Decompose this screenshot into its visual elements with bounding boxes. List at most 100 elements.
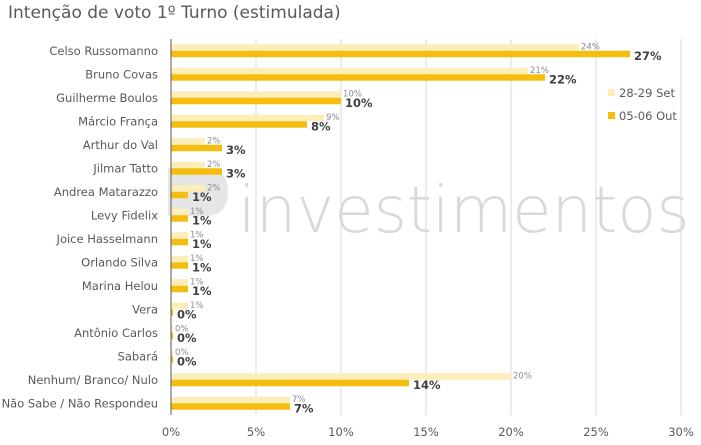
series-05-06-out: 27%22%10%8%3%3%1%1%1%1%1%0%0%0%14%7%	[171, 49, 662, 415]
chart-title: Intenção de voto 1º Turno (estimulada)	[8, 3, 341, 23]
x-tick-label: 10%	[328, 425, 354, 439]
x-axis-ticks: 0% 5% 10% 15% 20% 25% 30%	[162, 425, 694, 439]
data-label-05-06-out: 0%	[177, 307, 197, 321]
data-label-28-29-set: 2%	[207, 136, 221, 146]
data-label-28-29-set: 21%	[530, 66, 549, 76]
bar-05-06-out	[171, 356, 173, 363]
x-tick-label: 0%	[162, 425, 180, 439]
bar-28-29-set	[171, 208, 188, 216]
data-label-28-29-set: 0%	[175, 324, 189, 334]
data-label-05-06-out: 0%	[177, 354, 197, 368]
data-label-28-29-set: 2%	[207, 160, 221, 170]
bar-05-06-out	[171, 309, 173, 316]
category-label: Márcio França	[78, 114, 158, 128]
legend: 28-29 Set 05-06 Out	[608, 86, 677, 123]
bar-28-29-set	[171, 396, 290, 404]
bar-28-29-set	[171, 138, 205, 145]
bar-28-29-set	[171, 91, 341, 98]
bar-05-06-out	[171, 285, 188, 293]
data-label-05-06-out: 3%	[226, 143, 246, 157]
legend-label-05-06-out: 05-06 Out	[619, 109, 677, 123]
data-label-05-06-out: 1%	[192, 190, 212, 204]
category-label: Joice Hasselmann	[56, 232, 158, 246]
watermark-text: investimentos	[238, 174, 690, 248]
x-tick-label: 20%	[498, 425, 524, 439]
category-label: Orlando Silva	[81, 255, 158, 269]
data-label-28-29-set: 1%	[190, 207, 204, 217]
data-label-05-06-out: 10%	[345, 96, 373, 110]
bar-05-06-out	[171, 238, 188, 246]
bar-28-29-set	[171, 161, 205, 169]
bar-28-29-set	[171, 302, 188, 310]
category-label: Nenhum/ Branco/ Nulo	[28, 373, 158, 387]
category-label: Celso Russomanno	[49, 44, 158, 58]
data-label-05-06-out: 14%	[413, 378, 441, 392]
data-label-28-29-set: 1%	[190, 254, 204, 264]
x-tick-label: 15%	[413, 425, 439, 439]
bar-05-06-out	[171, 403, 290, 410]
legend-swatch-05-06-out	[608, 112, 615, 119]
legend-label-28-29-set: 28-29 Set	[619, 86, 675, 100]
data-label-05-06-out: 22%	[549, 72, 577, 86]
category-label: Marina Helou	[82, 279, 158, 293]
data-label-05-06-out: 1%	[192, 237, 212, 251]
data-label-05-06-out: 1%	[192, 213, 212, 227]
bar-05-06-out	[171, 262, 188, 269]
data-label-28-29-set: 1%	[190, 230, 204, 240]
x-tick-label: 5%	[247, 425, 265, 439]
category-label: Jilmar Tatto	[92, 161, 158, 175]
data-label-28-29-set: 7%	[292, 395, 306, 405]
bar-28-29-set	[171, 232, 188, 239]
data-label-28-29-set: 2%	[207, 183, 221, 193]
x-tick-label: 30%	[668, 425, 694, 439]
bar-28-29-set	[171, 373, 511, 380]
data-label-05-06-out: 3%	[226, 166, 246, 180]
data-label-05-06-out: 7%	[294, 401, 314, 415]
bar-05-06-out	[171, 379, 409, 387]
data-label-28-29-set: 1%	[190, 277, 204, 287]
data-label-28-29-set: 9%	[326, 113, 340, 123]
bar-05-06-out	[171, 168, 222, 175]
watermark-logo-mark	[168, 168, 228, 216]
bar-05-06-out	[171, 215, 188, 222]
category-label: Guilherme Boulos	[56, 91, 158, 105]
data-label-05-06-out: 0%	[177, 331, 197, 345]
bar-28-29-set	[171, 279, 188, 286]
category-label: Não Sabe / Não Respondeu	[2, 396, 158, 410]
bar-28-29-set	[171, 185, 205, 192]
bar-05-06-out	[171, 121, 307, 128]
data-label-28-29-set: 1%	[190, 301, 204, 311]
category-label: Levy Fidelix	[91, 208, 158, 222]
watermark-logo: investimentos	[168, 168, 690, 248]
data-label-28-29-set: 0%	[175, 348, 189, 358]
data-label-05-06-out: 1%	[192, 284, 212, 298]
bar-05-06-out	[171, 144, 222, 152]
bar-05-06-out	[171, 74, 545, 81]
bar-28-29-set	[171, 349, 173, 357]
legend-swatch-28-29-set	[608, 89, 615, 96]
category-label: Andrea Matarazzo	[54, 185, 158, 199]
category-label: Antônio Carlos	[74, 326, 158, 340]
bar-28-29-set	[171, 67, 528, 75]
data-label-05-06-out: 1%	[192, 260, 212, 274]
data-label-28-29-set: 10%	[343, 89, 362, 99]
category-label: Vera	[132, 302, 158, 316]
bar-05-06-out	[171, 97, 341, 105]
bar-28-29-set	[171, 44, 579, 51]
category-label: Sabará	[118, 349, 158, 363]
data-label-28-29-set: 24%	[581, 42, 600, 52]
x-tick-label: 25%	[583, 425, 609, 439]
bar-28-29-set	[171, 326, 173, 333]
bar-28-29-set	[171, 114, 324, 122]
category-label: Bruno Covas	[85, 67, 158, 81]
bar-05-06-out	[171, 191, 188, 199]
bar-05-06-out	[171, 332, 173, 340]
data-label-28-29-set: 20%	[513, 371, 532, 381]
series-28-29-set: 24%21%10%9%2%2%2%1%1%1%1%1%0%0%20%7%	[171, 42, 600, 405]
bar-05-06-out	[171, 50, 630, 58]
data-label-05-06-out: 8%	[311, 119, 331, 133]
bar-28-29-set	[171, 255, 188, 263]
data-label-05-06-out: 27%	[634, 49, 662, 63]
category-label: Arthur do Val	[83, 138, 158, 152]
